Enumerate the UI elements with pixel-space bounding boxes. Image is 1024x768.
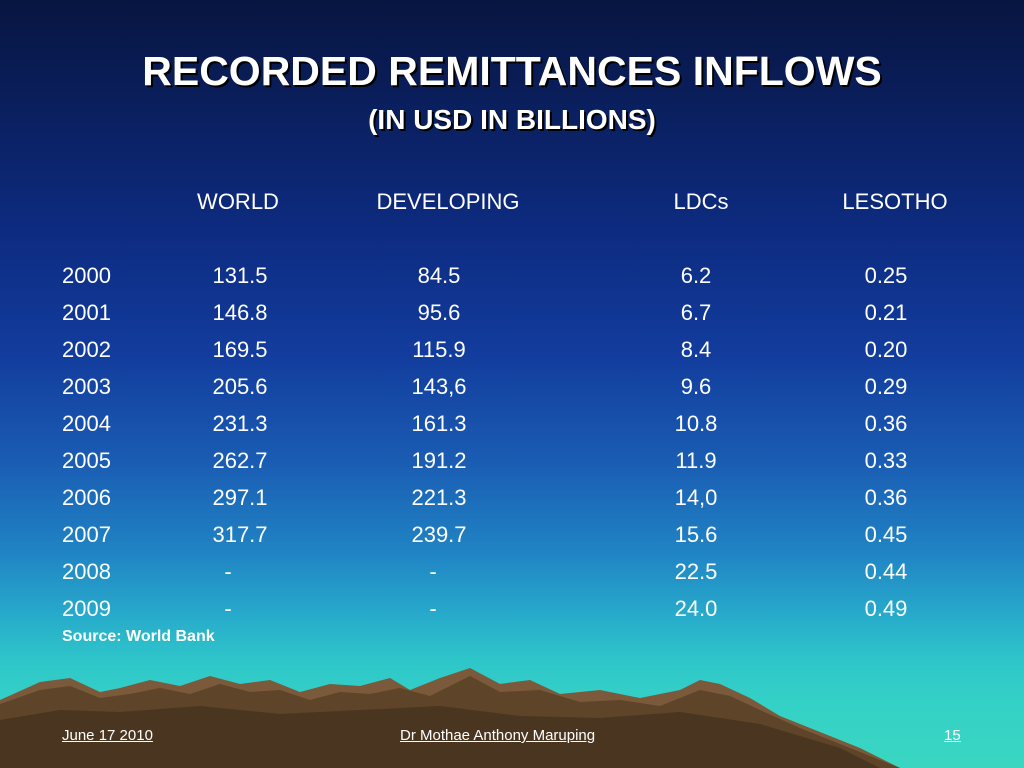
cell-year: 2006 — [62, 485, 111, 510]
cell-world: 146.8 — [212, 300, 268, 325]
cell-developing: 84.5 — [417, 263, 461, 288]
cell-ldcs: 14,0 — [674, 485, 718, 510]
cell-developing: 239.7 — [411, 522, 467, 547]
header-ldcs: LDCs — [673, 189, 729, 214]
cell-year: 2004 — [62, 411, 111, 436]
cell-world: - — [224, 596, 232, 621]
footer-page-number: 15 — [944, 727, 961, 744]
cell-year: 2005 — [62, 448, 111, 473]
cell-year: 2007 — [62, 522, 111, 547]
cell-year: 2000 — [62, 263, 111, 288]
cell-lesotho: 0.33 — [864, 448, 908, 473]
cell-lesotho: 0.20 — [864, 337, 908, 362]
cell-ldcs: 10.8 — [674, 411, 718, 436]
cell-developing: 115.9 — [412, 337, 466, 362]
cell-year: 2003 — [62, 374, 111, 399]
cell-world: - — [224, 559, 232, 584]
cell-developing: - — [429, 559, 437, 584]
footer-date: June 17 2010 — [62, 727, 153, 744]
cell-year: 2001 — [62, 300, 111, 325]
cell-world: 169.5 — [212, 337, 268, 362]
cell-lesotho: 0.44 — [864, 559, 908, 584]
footer-author: Dr Mothae Anthony Maruping — [400, 727, 596, 744]
cell-world: 131.5 — [212, 263, 268, 288]
cell-developing: - — [429, 596, 437, 621]
cell-world: 297.1 — [212, 485, 268, 510]
cell-ldcs: 22.5 — [674, 559, 718, 584]
cell-lesotho: 0.25 — [864, 263, 908, 288]
cell-year: 2009 — [62, 596, 111, 621]
cell-lesotho: 0.49 — [864, 596, 908, 621]
cell-ldcs: 6.2 — [680, 263, 712, 288]
cell-ldcs: 11.9 — [675, 448, 717, 473]
header-developing: DEVELOPING — [376, 189, 520, 214]
cell-ldcs: 24.0 — [674, 596, 718, 621]
slide-title: RECORDED REMITTANCES INFLOWS — [142, 48, 882, 94]
cell-world: 205.6 — [212, 374, 268, 399]
cell-developing: 161.3 — [411, 411, 467, 436]
mountain-range-decoration — [0, 668, 900, 768]
cell-lesotho: 0.21 — [864, 300, 908, 325]
cell-world: 231.3 — [212, 411, 268, 436]
cell-world: 317.7 — [212, 522, 268, 547]
cell-ldcs: 6.7 — [680, 300, 712, 325]
cell-lesotho: 0.45 — [864, 522, 908, 547]
slide-subtitle: (IN USD IN BILLIONS) — [368, 104, 656, 135]
cell-world: 262.7 — [212, 448, 268, 473]
cell-developing: 143,6 — [411, 374, 467, 399]
cell-developing: 95.6 — [417, 300, 461, 325]
cell-lesotho: 0.36 — [864, 485, 908, 510]
cell-developing: 191.2 — [411, 448, 467, 473]
header-world: WORLD — [197, 189, 279, 214]
cell-lesotho: 0.29 — [864, 374, 908, 399]
cell-ldcs: 8.4 — [680, 337, 712, 362]
cell-year: 2008 — [62, 559, 111, 584]
header-lesotho: LESOTHO — [842, 189, 948, 214]
cell-developing: 221.3 — [411, 485, 467, 510]
cell-ldcs: 9.6 — [680, 374, 712, 399]
source-note: Source: World Bank — [62, 628, 215, 645]
cell-lesotho: 0.36 — [864, 411, 908, 436]
cell-year: 2002 — [62, 337, 111, 362]
cell-ldcs: 15.6 — [674, 522, 718, 547]
